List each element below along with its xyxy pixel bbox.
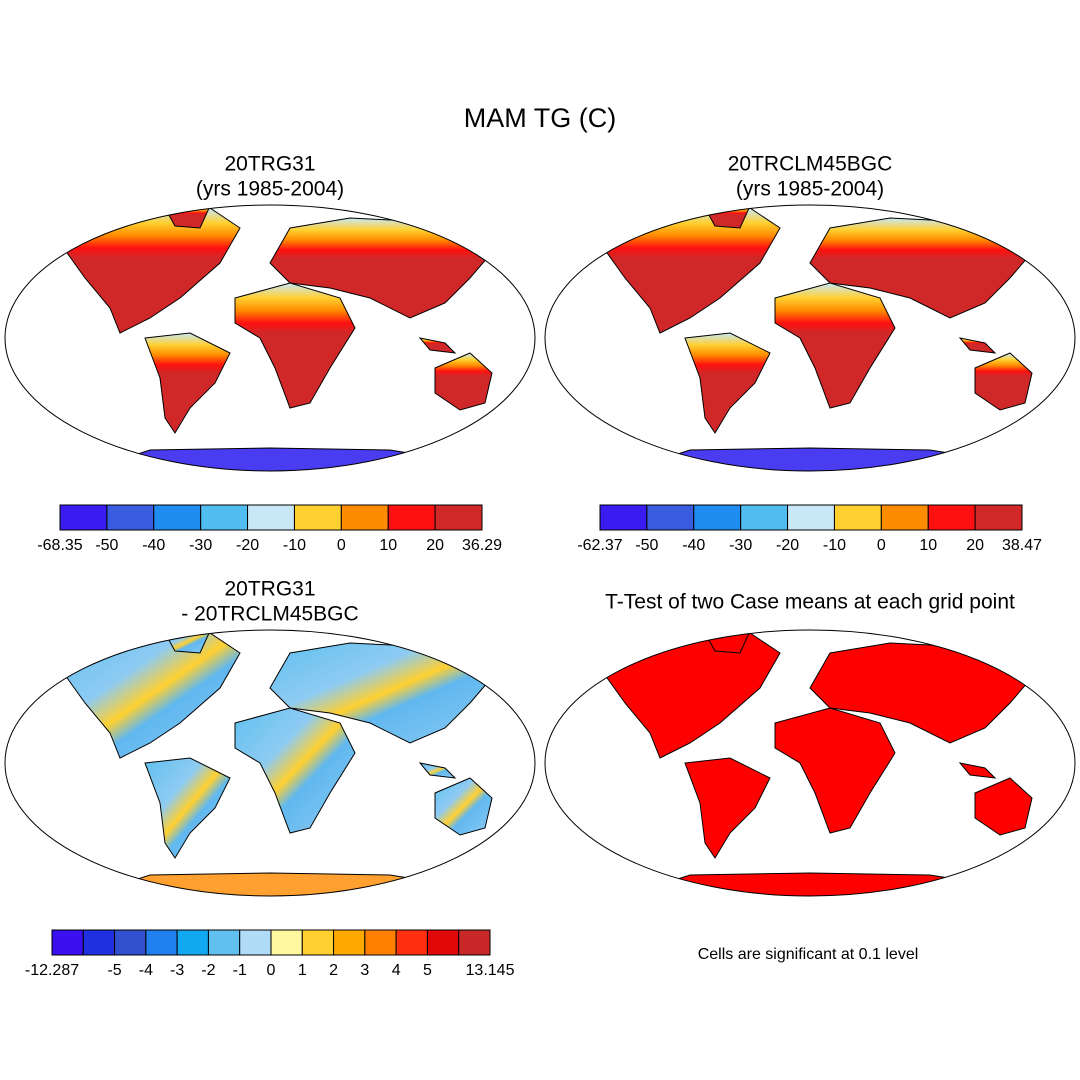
colorbar-label: -30 <box>729 537 752 554</box>
colorbar-box <box>153 504 202 531</box>
colorbar-box <box>927 504 976 531</box>
antarctica <box>109 447 441 471</box>
colorbar-box <box>787 504 835 531</box>
colorbar-label: -4 <box>139 962 153 979</box>
colorbar-box <box>646 504 695 531</box>
colorbar-box <box>693 504 742 531</box>
map <box>5 630 535 896</box>
panel-title: (yrs 1985-2004) <box>736 178 884 201</box>
colorbar-box <box>59 504 108 531</box>
colorbar-label: 20 <box>426 537 444 554</box>
panel-title: 20TRCLM45BGC <box>728 153 893 176</box>
colorbar-box <box>434 504 483 531</box>
colorbar-label: 20 <box>966 537 984 554</box>
colorbar-box <box>333 929 366 956</box>
colorbar-label: -5 <box>107 962 121 979</box>
panel-note: Cells are significant at 0.1 level <box>698 946 919 963</box>
colorbar-box <box>270 929 303 956</box>
colorbar-label: -50 <box>95 537 118 554</box>
panel-title: (yrs 1985-2004) <box>196 178 344 201</box>
map-border <box>4 204 536 472</box>
colorbar-label: -3 <box>170 962 184 979</box>
colorbar-box <box>145 929 178 956</box>
colorbar-label: -50 <box>635 537 658 554</box>
colorbar-box <box>239 929 272 956</box>
colorbar-box <box>207 929 241 956</box>
colorbar-label: -10 <box>823 537 846 554</box>
colorbar-label: -40 <box>142 537 165 554</box>
colorbar-box <box>106 504 155 531</box>
colorbar-box <box>82 929 116 956</box>
map <box>545 630 1075 896</box>
colorbar-label: 3 <box>360 962 369 979</box>
panel-title: 20TRG31 <box>224 153 315 176</box>
colorbar-box <box>426 929 460 956</box>
colorbar-box <box>114 929 147 956</box>
antarctica <box>109 872 441 896</box>
map <box>545 205 1075 471</box>
map <box>5 205 535 471</box>
colorbar-label: 36.29 <box>462 537 502 554</box>
colorbar-label: -10 <box>283 537 306 554</box>
colorbar-label: 10 <box>379 537 397 554</box>
colorbar-label: 38.47 <box>1002 537 1042 554</box>
colorbar-box <box>740 504 789 531</box>
map-border <box>544 204 1076 472</box>
colorbar-label: -20 <box>776 537 799 554</box>
colorbar-box <box>176 929 209 956</box>
colorbar-box <box>395 929 428 956</box>
colorbar-label: 0 <box>337 537 346 554</box>
colorbar-label: 10 <box>919 537 937 554</box>
colorbar-label: 13.145 <box>466 962 515 979</box>
map-border <box>4 629 536 897</box>
colorbar-label: 1 <box>298 962 307 979</box>
panel-title: 20TRG31 <box>224 578 315 601</box>
colorbar-box <box>340 504 389 531</box>
colorbar-label: -20 <box>236 537 259 554</box>
colorbar-box <box>200 504 249 531</box>
colorbar-box <box>247 504 295 531</box>
panel-title: - 20TRCLM45BGC <box>181 603 358 626</box>
colorbar-label: 2 <box>329 962 338 979</box>
colorbar-box <box>51 929 84 956</box>
colorbar-box <box>880 504 929 531</box>
antarctica <box>649 447 981 471</box>
colorbar-label: -62.37 <box>577 537 622 554</box>
colorbar-box <box>364 929 397 956</box>
colorbar-box <box>387 504 436 531</box>
colorbar-label: 5 <box>423 962 432 979</box>
colorbar-label: 4 <box>392 962 401 979</box>
colorbar-label: -68.35 <box>37 537 82 554</box>
colorbar-label: 0 <box>877 537 886 554</box>
map-border <box>544 629 1076 897</box>
colorbar-box <box>301 929 335 956</box>
colorbar-label: -40 <box>682 537 705 554</box>
colorbar-box <box>599 504 648 531</box>
colorbar-box <box>833 504 882 531</box>
panel-title: T-Test of two Case means at each grid po… <box>605 591 1015 614</box>
colorbar-box <box>458 929 491 956</box>
antarctica <box>649 872 981 896</box>
colorbar-box <box>974 504 1023 531</box>
figure-title: MAM TG (C) <box>464 103 616 133</box>
colorbar-label: -1 <box>233 962 247 979</box>
colorbar-label: -12.287 <box>25 962 79 979</box>
colorbar-label: -30 <box>189 537 212 554</box>
colorbar-label: 0 <box>267 962 276 979</box>
colorbar-box <box>293 504 342 531</box>
colorbar-label: -2 <box>201 962 215 979</box>
